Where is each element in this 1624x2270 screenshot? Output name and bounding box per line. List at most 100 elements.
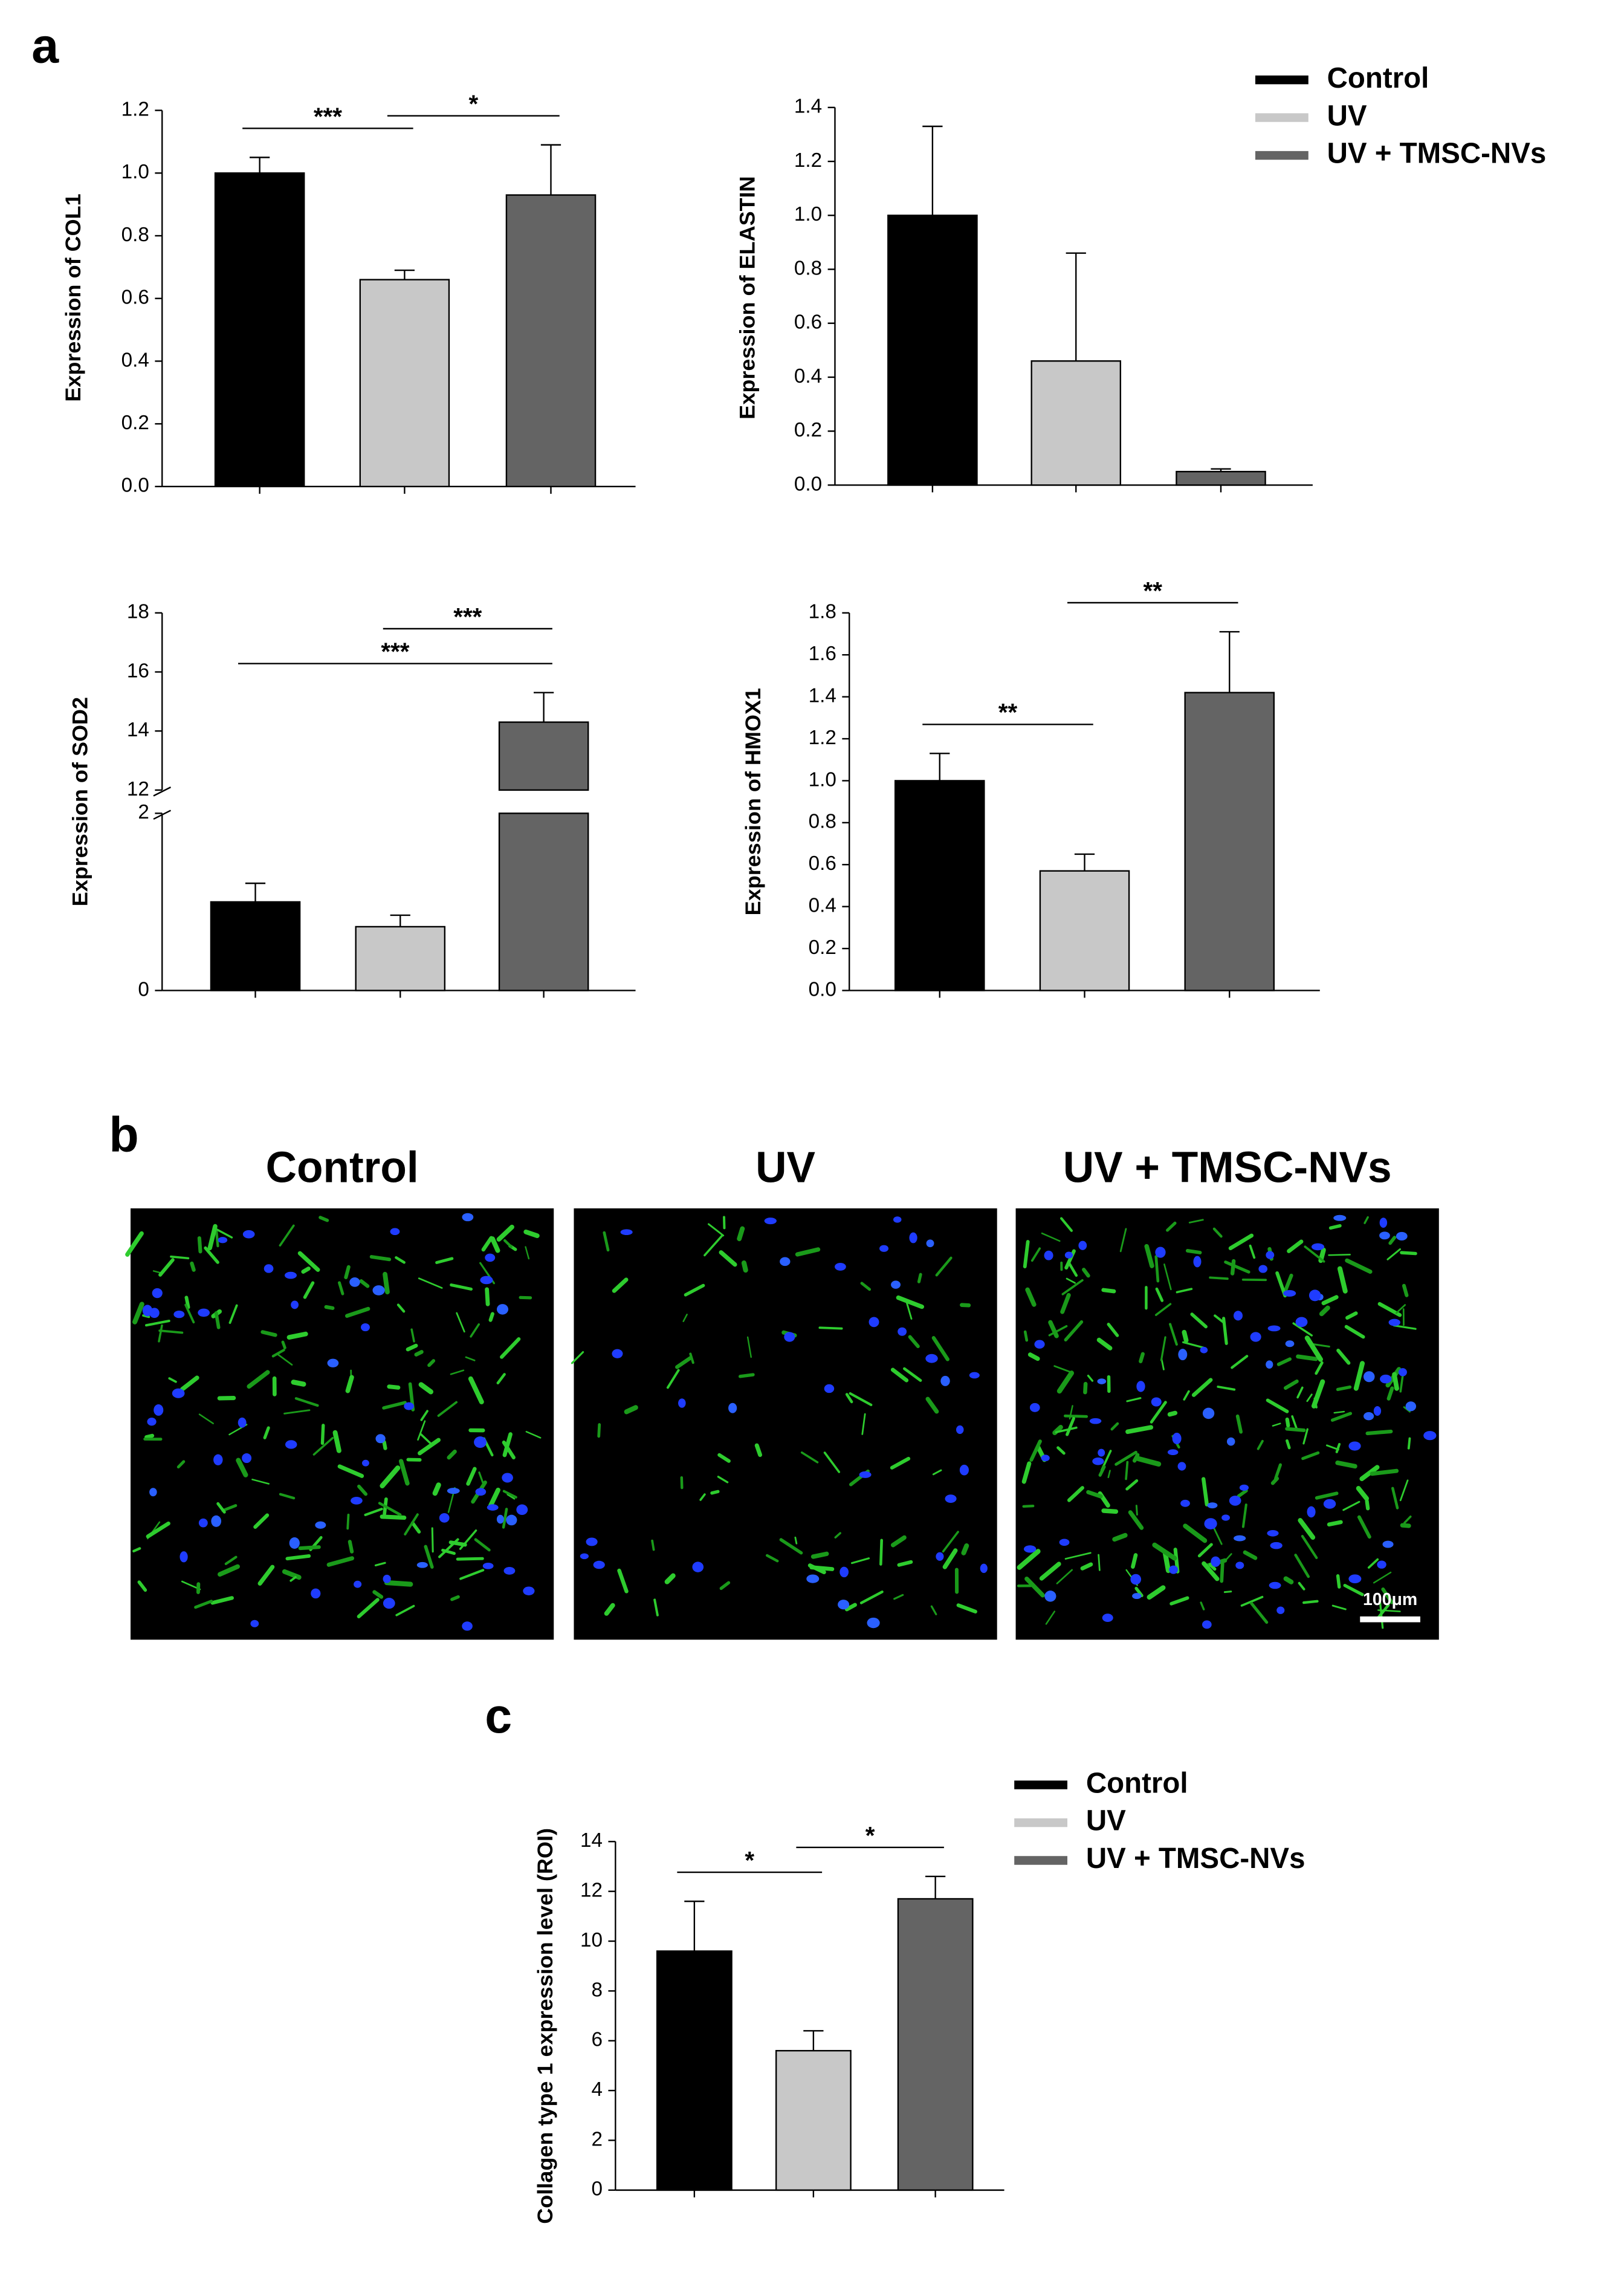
nucleus	[284, 1271, 297, 1279]
fiber	[1228, 1233, 1254, 1251]
fiber	[682, 1314, 688, 1322]
fiber	[253, 1513, 270, 1529]
fiber	[1336, 1574, 1341, 1589]
nucleus	[496, 1514, 504, 1524]
fiber	[1064, 1249, 1076, 1270]
fiber	[1190, 1312, 1208, 1329]
fiber	[1160, 1358, 1165, 1370]
fiber	[1298, 1581, 1305, 1591]
bar	[359, 279, 450, 488]
fiber	[1272, 1422, 1281, 1427]
fiber	[380, 1465, 401, 1489]
panel-label: a	[31, 19, 59, 74]
nucleus	[1211, 1556, 1221, 1567]
fiber	[291, 1380, 306, 1387]
nucleus	[1204, 1518, 1217, 1529]
fiber	[1125, 1479, 1139, 1491]
fiber	[448, 1540, 467, 1547]
nucleus	[250, 1620, 259, 1627]
y-axis-label: Expression of ELASTIN	[736, 176, 760, 419]
fiber	[1098, 1465, 1106, 1477]
nucleus	[1064, 1251, 1073, 1259]
fiber	[571, 1351, 584, 1364]
fiber	[218, 1564, 240, 1577]
fiber	[337, 1281, 345, 1296]
fiber	[180, 1375, 199, 1392]
fiber	[142, 1314, 150, 1318]
nucleus	[580, 1553, 589, 1560]
fiber	[1304, 1335, 1323, 1362]
fiber	[612, 1277, 629, 1293]
fiber	[1237, 1489, 1248, 1498]
bar	[775, 2050, 852, 2191]
y-axis-label: Expression of SOD2	[68, 697, 92, 906]
fiber	[1270, 1476, 1279, 1485]
fiber	[1147, 1585, 1166, 1600]
y-tick-label: 2	[138, 801, 149, 823]
nucleus	[1285, 1340, 1295, 1347]
fiber	[285, 1554, 311, 1561]
bar	[505, 194, 597, 488]
nucleus	[416, 1561, 428, 1568]
nucleus	[1235, 1561, 1244, 1569]
nucleus	[149, 1488, 157, 1497]
fiber	[1381, 1587, 1394, 1604]
nucleus	[1373, 1406, 1382, 1416]
nucleus	[315, 1521, 326, 1529]
fiber	[707, 1223, 725, 1237]
nucleus	[1229, 1496, 1241, 1506]
y-tick-label: 14	[580, 1829, 603, 1852]
fiber	[834, 1532, 841, 1539]
fiber	[1298, 1518, 1316, 1540]
fiber	[1365, 1429, 1393, 1436]
nucleus	[1276, 1606, 1285, 1614]
fiber	[710, 1490, 720, 1495]
fiber	[137, 1580, 147, 1592]
nucleus	[1309, 1289, 1321, 1302]
fiber	[684, 1283, 705, 1297]
y-tick-label: 1.2	[809, 727, 836, 749]
fiber	[961, 1543, 969, 1555]
fiber	[1101, 1288, 1116, 1294]
fiber	[1041, 1232, 1061, 1242]
fiber	[1176, 1288, 1193, 1294]
significance-label: ***	[453, 603, 482, 631]
fiber	[1306, 1393, 1313, 1403]
y-axis-label: Expression of COL1	[61, 193, 85, 401]
bar	[887, 215, 978, 486]
nucleus	[1193, 1256, 1202, 1268]
fiber	[1135, 1505, 1138, 1516]
fiber	[849, 1392, 873, 1407]
fiber	[1208, 1563, 1217, 1571]
fiber	[456, 1312, 465, 1333]
error-bar	[250, 157, 270, 173]
fiber	[1125, 1425, 1154, 1435]
fiber	[1067, 1486, 1084, 1502]
nucleus	[211, 1515, 222, 1527]
fiber	[1030, 1247, 1041, 1262]
y-tick-label: 0.6	[121, 286, 149, 308]
y-tick-label: 0.4	[794, 365, 822, 388]
micrograph-background	[1015, 1208, 1439, 1640]
fiber	[382, 1440, 387, 1450]
fiber	[1017, 1549, 1041, 1570]
legend-label: UV	[1327, 100, 1367, 132]
fiber	[1287, 1239, 1304, 1253]
nucleus	[1221, 1514, 1230, 1521]
fiber	[410, 1328, 415, 1343]
legend-label: UV	[1086, 1805, 1126, 1837]
nucleus	[1307, 1506, 1316, 1518]
nucleus	[1364, 1412, 1374, 1421]
y-tick-label: 8	[591, 1979, 602, 2001]
fiber	[1392, 1372, 1399, 1391]
fiber	[1274, 1463, 1283, 1480]
nucleus	[487, 1504, 499, 1511]
fiber	[221, 1504, 238, 1513]
legend-label: UV + TMSC-NVs	[1327, 137, 1547, 169]
nucleus	[1078, 1240, 1087, 1250]
fiber	[664, 1573, 676, 1584]
fiber	[925, 1396, 939, 1414]
nucleus	[879, 1245, 889, 1252]
fiber	[502, 1490, 517, 1499]
nucleus	[447, 1488, 460, 1494]
